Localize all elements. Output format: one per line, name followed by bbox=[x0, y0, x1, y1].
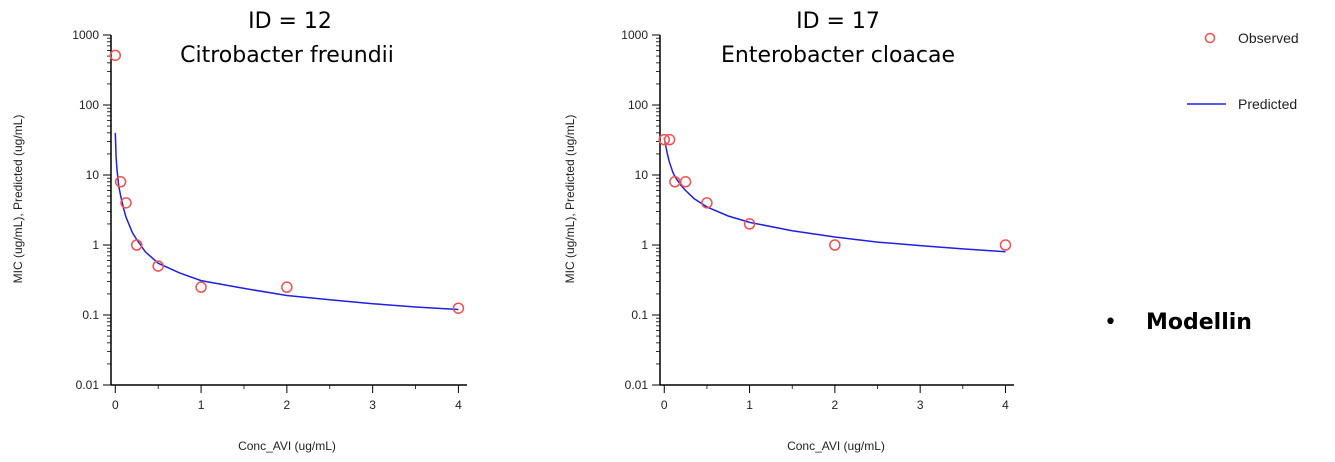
x-tick-label: 4 bbox=[1002, 398, 1009, 412]
observed-point bbox=[701, 197, 713, 209]
y-tick-label: 0.01 bbox=[76, 378, 100, 392]
y-tick-label: 0.1 bbox=[82, 308, 99, 322]
chart-title: ID = 12 bbox=[248, 9, 332, 34]
y-tick-label: 100 bbox=[628, 98, 648, 112]
chart-subtitle: Citrobacter freundii bbox=[180, 43, 394, 68]
predicted-line bbox=[114, 132, 459, 311]
y-tick-label: 10 bbox=[635, 168, 649, 182]
x-tick-label: 2 bbox=[284, 398, 291, 412]
legend-observed-marker bbox=[1204, 32, 1216, 44]
observed-point bbox=[152, 260, 164, 272]
observed-point bbox=[120, 197, 132, 209]
bullet-text: Modellin bbox=[1146, 310, 1252, 335]
x-tick-label: 1 bbox=[746, 398, 753, 412]
observed-point bbox=[114, 176, 127, 188]
legend-observed-label: Observed bbox=[1238, 30, 1299, 46]
axes: 0.01 0.1 1 10 100 1000 0 1 2 3 4 bbox=[72, 28, 467, 412]
predicted-line bbox=[663, 137, 1006, 253]
x-axis-title: Conc_AVI (ug/mL) bbox=[787, 439, 885, 453]
chart-id12: ID = 12 Citrobacter freundii MIC (ug/mL)… bbox=[11, 9, 467, 453]
x-tick-label: 2 bbox=[832, 398, 839, 412]
y-tick-label: 0.1 bbox=[631, 308, 648, 322]
bullet-symbol: • bbox=[1104, 310, 1117, 335]
chart-id17: ID = 17 Enterobacter cloacae MIC (ug/mL)… bbox=[563, 9, 1014, 453]
x-tick-label: 3 bbox=[369, 398, 376, 412]
chart-subtitle: Enterobacter cloacae bbox=[721, 43, 955, 68]
observed-point bbox=[743, 218, 756, 230]
legend-predicted-label: Predicted bbox=[1238, 96, 1297, 112]
observed-point bbox=[281, 281, 293, 293]
y-tick-label: 100 bbox=[79, 98, 99, 112]
observed-point bbox=[679, 176, 692, 188]
y-tick-label: 0.01 bbox=[625, 378, 649, 392]
observed-point bbox=[829, 239, 841, 251]
y-tick-label: 1000 bbox=[621, 28, 648, 42]
y-tick-label: 10 bbox=[86, 168, 100, 182]
x-tick-label: 1 bbox=[198, 398, 205, 412]
y-axis-title: MIC (ug/mL), Predicted (ug/mL) bbox=[11, 115, 25, 284]
y-tick-label: 1 bbox=[641, 238, 648, 252]
predicted-series bbox=[114, 132, 459, 311]
x-tick-label: 4 bbox=[455, 398, 462, 412]
legend: Observed Predicted bbox=[1187, 30, 1299, 112]
observed-point bbox=[109, 49, 122, 62]
x-tick-label: 0 bbox=[661, 398, 668, 412]
chart-title: ID = 17 bbox=[796, 9, 880, 34]
x-tick-label: 0 bbox=[112, 398, 119, 412]
bullet-point: • Modellin bbox=[1104, 310, 1252, 335]
x-tick-label: 3 bbox=[917, 398, 924, 412]
observed-point bbox=[663, 133, 676, 146]
y-tick-label: 1000 bbox=[72, 28, 99, 42]
predicted-series bbox=[663, 137, 1006, 253]
observed-series bbox=[658, 133, 1012, 251]
observed-point bbox=[195, 281, 207, 293]
observed-point bbox=[658, 133, 671, 146]
observed-point bbox=[452, 302, 465, 314]
observed-series bbox=[109, 49, 465, 314]
x-axis-title: Conc_AVI (ug/mL) bbox=[238, 439, 336, 453]
observed-point bbox=[130, 239, 143, 251]
observed-point bbox=[999, 239, 1012, 251]
y-tick-label: 1 bbox=[92, 238, 99, 252]
axes: 0.01 0.1 1 10 100 1000 0 1 2 3 4 bbox=[621, 28, 1014, 412]
y-axis-title: MIC (ug/mL), Predicted (ug/mL) bbox=[563, 115, 577, 284]
